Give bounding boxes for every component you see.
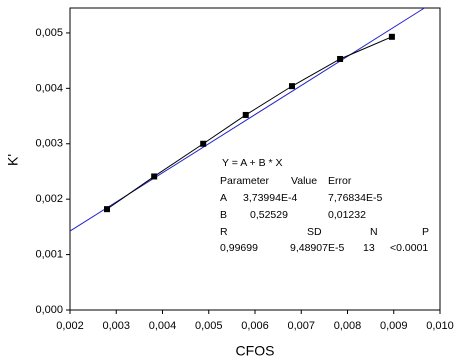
data-point [388,33,395,40]
fit-param: B [220,209,227,221]
fit-stat: 0,99699 [220,242,258,254]
y-tick-label: 0,000 [35,304,63,316]
fit-param: A [220,192,227,204]
fit-equation: Y = A + B * X [222,157,283,169]
fit-value: 0,52529 [250,209,288,221]
fit-header: Value [291,175,317,187]
fit-error: 7,76834E-5 [328,192,382,204]
data-point [289,83,295,90]
x-tick-label: 0,010 [426,320,454,332]
x-tick-label: 0,006 [241,320,269,332]
y-tick-label: 0,005 [35,27,63,39]
fit-header: SD [307,226,322,238]
fit-header: P [422,226,429,238]
data-point [242,111,249,118]
fit-header: Parameter [220,175,270,187]
x-tick-label: 0,002 [56,320,84,332]
fit-value: 3,73994E-4 [243,192,297,204]
x-tick-label: 0,005 [195,320,223,332]
y-tick-label: 0,003 [35,138,63,150]
x-tick-label: 0,008 [334,320,362,332]
fit-error: 0,01232 [328,209,366,221]
data-point [200,140,207,147]
fit-header: R [220,226,228,238]
fit-stat: 9,48907E-5 [290,242,344,254]
y-tick-label: 0,004 [35,82,63,94]
fit-stat: <0.0001 [390,242,428,254]
x-tick-label: 0,003 [102,320,130,332]
y-tick-label: 0,002 [35,193,63,205]
x-tick-label: 0,009 [380,320,408,332]
data-point [337,55,344,62]
data-point [151,173,158,180]
x-tick-label: 0,007 [287,320,315,332]
y-axis-title: K' [5,154,21,166]
x-axis-title: CFOS [236,343,275,359]
data-point [104,206,110,213]
y-tick-label: 0,001 [35,248,63,260]
x-tick-label: 0,004 [149,320,177,332]
fit-header: Error [328,175,352,187]
fit-header: N [370,226,378,238]
fit-stat: 13 [363,242,375,254]
fit-annotation: Y = A + B * X Parameter Value Error A 3,… [220,157,429,254]
